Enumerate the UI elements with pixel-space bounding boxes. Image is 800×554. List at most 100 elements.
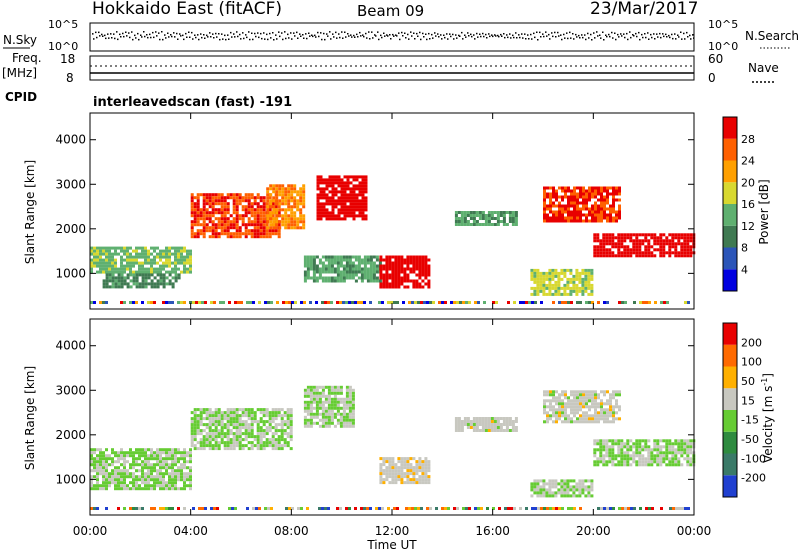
power-cell xyxy=(253,226,257,230)
noise-sky-point xyxy=(158,32,160,34)
power-cell xyxy=(382,267,386,271)
velocity-cell xyxy=(366,507,369,510)
power-cell xyxy=(623,251,627,255)
power-cell xyxy=(620,242,624,246)
power-cell xyxy=(576,192,579,196)
power-cell xyxy=(581,289,585,293)
noise-search-point xyxy=(159,38,161,41)
velocity-cell xyxy=(415,463,419,467)
velocity-cell xyxy=(558,396,561,400)
power-cell xyxy=(190,235,194,239)
velocity-cell xyxy=(102,475,105,479)
power-cell xyxy=(505,211,509,214)
velocity-cell xyxy=(147,463,150,467)
power-cell xyxy=(272,205,276,209)
velocity-cell xyxy=(590,485,594,489)
power-cell xyxy=(555,198,558,202)
velocity-cell xyxy=(199,420,203,424)
power-cell xyxy=(424,264,428,268)
power-cell xyxy=(594,204,597,208)
power-cell xyxy=(241,196,245,200)
velocity-cell xyxy=(117,451,120,455)
velocity-cell xyxy=(150,457,153,461)
velocity-cell xyxy=(609,405,612,409)
velocity-cell xyxy=(171,475,174,479)
velocity-cell xyxy=(196,420,200,424)
velocity-cell xyxy=(570,390,573,394)
velocity-cell xyxy=(208,408,212,412)
power-cell xyxy=(575,286,579,290)
velocity-colorbar-tick: 100 xyxy=(741,356,762,369)
velocity-colorbar-segment xyxy=(723,410,737,432)
power-cell xyxy=(202,202,206,206)
velocity-cell xyxy=(394,481,398,485)
power-cell xyxy=(638,248,642,252)
velocity-cell xyxy=(271,441,275,445)
velocity-cell xyxy=(542,479,546,483)
power-cell xyxy=(174,264,177,268)
velocity-cell xyxy=(351,412,355,416)
velocity-cell xyxy=(229,417,233,421)
velocity-cell xyxy=(220,435,224,439)
velocity-cell xyxy=(427,469,431,473)
velocity-cell xyxy=(514,417,518,420)
velocity-cell xyxy=(315,391,319,395)
noise-search-point xyxy=(231,36,233,38)
velocity-cell xyxy=(351,406,355,410)
power-cell xyxy=(322,181,326,185)
noise-search-point xyxy=(381,36,383,39)
power-cell xyxy=(385,264,389,268)
power-cell xyxy=(168,282,172,286)
velocity-cell xyxy=(564,408,567,412)
velocity-cell xyxy=(472,429,476,432)
power-cell xyxy=(375,264,379,268)
power-cell xyxy=(102,267,105,271)
power-cell xyxy=(217,226,221,230)
velocity-cell xyxy=(238,444,242,448)
power-cell xyxy=(579,219,582,223)
power-cell xyxy=(606,301,609,304)
power-cell xyxy=(150,273,154,277)
noise-search-point xyxy=(432,37,434,39)
velocity-cell xyxy=(457,426,461,429)
power-cell xyxy=(296,205,300,209)
velocity-cell xyxy=(165,487,168,491)
power-cell xyxy=(202,229,206,233)
power-cell xyxy=(614,245,618,249)
velocity-cell xyxy=(573,405,576,409)
velocity-cell xyxy=(90,460,93,464)
power-cell xyxy=(331,217,335,221)
velocity-cell xyxy=(318,397,322,401)
power-cell xyxy=(551,277,555,281)
velocity-cell xyxy=(208,414,212,418)
velocity-cell xyxy=(280,444,284,448)
velocity-cell xyxy=(165,454,168,458)
velocity-cell xyxy=(394,463,398,467)
power-cell xyxy=(549,198,552,202)
power-cell xyxy=(346,205,350,209)
power-cell xyxy=(108,273,112,277)
power-cell xyxy=(132,264,135,268)
velocity-cell xyxy=(686,460,690,464)
power-cell xyxy=(569,280,573,284)
power-cell xyxy=(183,261,186,265)
velocity-ytick-label: 1000 xyxy=(55,472,86,486)
noise-sky-point xyxy=(266,33,268,36)
velocity-cell xyxy=(552,393,555,397)
power-cell xyxy=(653,239,657,243)
power-cell xyxy=(226,220,230,224)
power-cell xyxy=(303,279,307,283)
power-cell xyxy=(290,193,294,197)
velocity-cell xyxy=(255,507,258,510)
velocity-cell xyxy=(677,445,681,449)
power-cell xyxy=(615,192,618,196)
noise-search-point xyxy=(225,38,227,41)
power-cell xyxy=(114,279,118,283)
power-cell xyxy=(644,251,648,255)
noise-search-point xyxy=(333,36,335,38)
power-cell xyxy=(315,270,319,274)
velocity-cell xyxy=(612,396,615,400)
power-cell xyxy=(382,285,386,289)
velocity-cell xyxy=(289,417,293,421)
velocity-cell xyxy=(689,439,693,443)
